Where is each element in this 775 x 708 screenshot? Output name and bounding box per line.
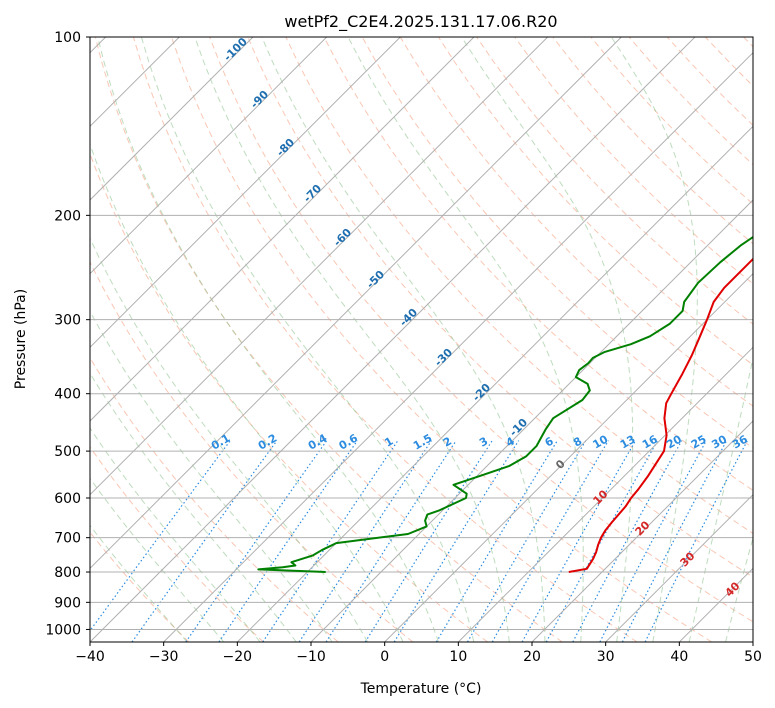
- isotherm-line: [90, 37, 475, 422]
- moist-adiabat: [140, 37, 475, 642]
- mixing-ratio-line: [131, 440, 278, 642]
- y-axis-label: Pressure (hPa): [13, 289, 29, 389]
- dewpoint-line: [257, 235, 753, 573]
- isotherm-line: [384, 272, 753, 642]
- dry-adiabat: [171, 37, 712, 642]
- mixing-ratio-line: [364, 440, 493, 642]
- x-tick-label: 0: [380, 649, 389, 665]
- mixing-ratio-line: [90, 440, 231, 632]
- moist-adiabat: [610, 37, 698, 642]
- isotherm-line: [90, 37, 254, 201]
- moist-adiabat: [261, 37, 546, 642]
- isotherm-line: [236, 125, 753, 642]
- profile-series: [257, 235, 753, 573]
- dry-adiabat: [90, 356, 339, 642]
- moist-adiabat: [90, 477, 225, 642]
- x-axis-label: Temperature (°C): [360, 681, 482, 697]
- mixing-ratio-lines: [90, 440, 748, 642]
- mixing-ratio-line: [325, 440, 457, 642]
- x-tick-label: −10: [296, 649, 326, 665]
- isotherm-grid: [90, 37, 753, 642]
- mixing-ratio-line: [435, 440, 558, 642]
- isotherm-line: [605, 493, 753, 642]
- isotherm-line: [90, 37, 328, 275]
- mixing-ratio-line: [521, 440, 637, 642]
- x-tick-label: 50: [744, 649, 762, 665]
- moist-adiabat: [90, 142, 404, 642]
- y-tick-label: 800: [54, 565, 81, 581]
- mixing-ratio-line: [644, 440, 748, 642]
- mixing-ratio-line: [545, 440, 659, 642]
- moist-adiabat: [90, 372, 297, 642]
- moist-adiabat: [90, 427, 261, 642]
- isotherm-line: [90, 37, 401, 349]
- y-tick-label: 400: [54, 387, 81, 403]
- isotherm-line: [531, 420, 753, 642]
- moist-adiabat: [97, 37, 439, 642]
- mixing-ratio-line: [466, 440, 587, 642]
- y-tick-label: 600: [54, 491, 81, 507]
- dry-adiabat: [90, 260, 414, 642]
- dry-adiabat: [285, 37, 753, 535]
- temperature-line: [568, 257, 753, 573]
- isotherm-line: [310, 199, 753, 642]
- isotherm-line: [163, 51, 753, 642]
- moist-adiabat: [725, 536, 753, 642]
- dry-adiabat: [514, 37, 753, 285]
- mixing-ratio-line: [491, 440, 609, 642]
- moist-adiabats: [90, 37, 753, 642]
- moist-adiabat: [90, 310, 333, 642]
- x-axis-ticks: −40 −30 −20 −10 0 10 20 30 40 50: [75, 642, 762, 665]
- y-tick-label: 900: [54, 595, 81, 611]
- mixing-ratio-line: [262, 440, 399, 642]
- y-tick-label: 200: [54, 208, 81, 224]
- dry-adiabat: [247, 37, 753, 578]
- moist-adiabat: [688, 355, 753, 642]
- x-tick-label: 20: [523, 649, 541, 665]
- moist-adiabat: [90, 236, 369, 642]
- isotherm-line: [90, 37, 622, 570]
- moist-adiabat: [347, 37, 584, 642]
- chart-title: wetPf2_C2E4.2025.131.17.06.R20: [284, 12, 557, 32]
- x-tick-label: 10: [449, 649, 467, 665]
- x-tick-label: −40: [75, 649, 105, 665]
- y-tick-label: 700: [54, 531, 81, 547]
- isotherm-line: [90, 37, 696, 642]
- plot-area: 0.1 0.2 0.4 0.6 1 1.5 2 3 4 6 8 10 13 16 20 25 30 36-100-…: [90, 37, 753, 642]
- y-tick-label: 1000: [45, 622, 81, 638]
- moist-adiabat: [194, 37, 510, 642]
- dry-adiabat: [90, 446, 264, 642]
- x-tick-label: 40: [670, 649, 688, 665]
- mixing-ratio-line: [298, 440, 432, 642]
- dry-adiabat: [209, 37, 753, 623]
- x-tick-label: 30: [597, 649, 615, 665]
- x-tick-label: −30: [149, 649, 179, 665]
- dry-adiabat: [323, 37, 753, 491]
- y-axis-ticks: 100 200 300 400 500 600 700 800 900 1000: [45, 30, 90, 638]
- isobar-grid: [90, 37, 753, 630]
- isotherm-line: [90, 37, 549, 496]
- mixing-ratio-line: [185, 440, 328, 642]
- y-tick-label: 500: [54, 444, 81, 460]
- y-tick-label: 300: [54, 313, 81, 329]
- dry-adiabat: [132, 37, 638, 642]
- isotherm-line: [457, 346, 753, 642]
- moist-adiabat: [90, 524, 188, 642]
- x-tick-label: −20: [223, 649, 253, 665]
- mixing-ratio-line: [572, 440, 683, 642]
- y-tick-label: 100: [54, 30, 81, 46]
- plot-frame: [89, 36, 754, 643]
